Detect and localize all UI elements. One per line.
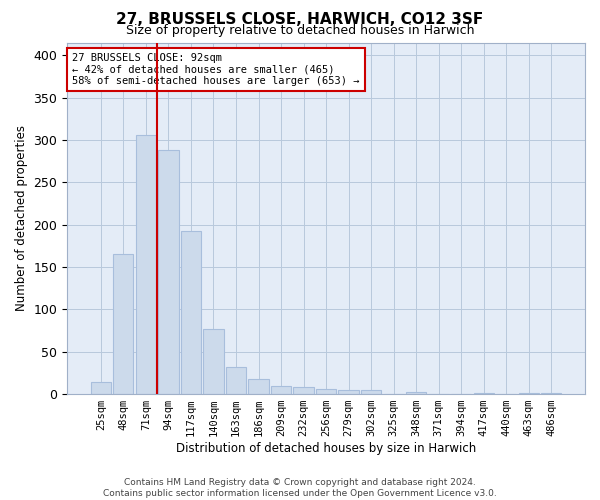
Bar — [316, 389, 336, 394]
Bar — [271, 386, 291, 394]
X-axis label: Distribution of detached houses by size in Harwich: Distribution of detached houses by size … — [176, 442, 476, 455]
Bar — [203, 329, 224, 394]
Bar — [518, 393, 539, 394]
Bar — [158, 150, 179, 394]
Bar — [226, 367, 246, 394]
Bar — [406, 392, 427, 394]
Bar — [338, 390, 359, 394]
Bar — [473, 393, 494, 394]
Bar — [91, 382, 111, 394]
Text: Size of property relative to detached houses in Harwich: Size of property relative to detached ho… — [126, 24, 474, 37]
Bar — [361, 390, 381, 394]
Bar — [113, 254, 133, 394]
Text: 27, BRUSSELS CLOSE, HARWICH, CO12 3SF: 27, BRUSSELS CLOSE, HARWICH, CO12 3SF — [116, 12, 484, 28]
Bar — [248, 379, 269, 394]
Bar — [136, 135, 156, 394]
Text: Contains HM Land Registry data © Crown copyright and database right 2024.
Contai: Contains HM Land Registry data © Crown c… — [103, 478, 497, 498]
Y-axis label: Number of detached properties: Number of detached properties — [15, 126, 28, 312]
Bar — [541, 393, 562, 394]
Text: 27 BRUSSELS CLOSE: 92sqm
← 42% of detached houses are smaller (465)
58% of semi-: 27 BRUSSELS CLOSE: 92sqm ← 42% of detach… — [73, 53, 360, 86]
Bar — [181, 232, 201, 394]
Bar — [293, 388, 314, 394]
